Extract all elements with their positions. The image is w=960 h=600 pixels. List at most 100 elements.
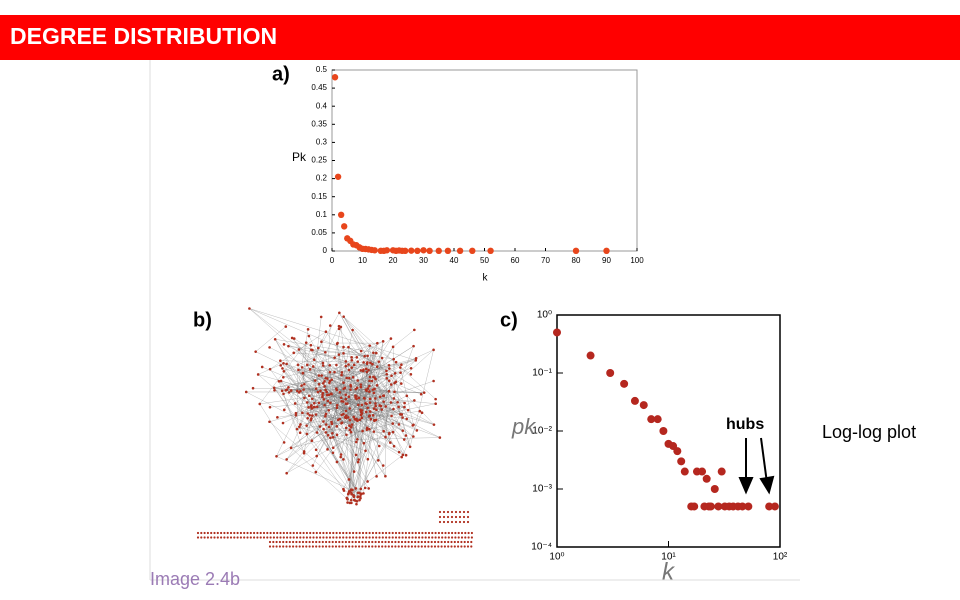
node xyxy=(412,435,415,438)
node xyxy=(328,363,332,367)
node xyxy=(404,536,407,539)
node xyxy=(418,409,422,413)
x-tick-label: 90 xyxy=(602,256,611,265)
node xyxy=(287,386,290,389)
node xyxy=(332,531,335,535)
arrow-head xyxy=(738,477,754,495)
node xyxy=(260,365,264,369)
node xyxy=(302,536,305,539)
edge xyxy=(338,328,413,426)
node xyxy=(401,429,405,432)
node xyxy=(413,399,416,402)
node xyxy=(345,376,349,380)
node xyxy=(327,425,331,429)
node xyxy=(314,413,318,416)
node xyxy=(430,545,433,548)
node xyxy=(262,536,266,539)
edge xyxy=(357,437,440,440)
node xyxy=(304,341,308,344)
edge xyxy=(286,405,325,460)
node xyxy=(356,460,360,464)
edge xyxy=(280,365,359,463)
node xyxy=(268,545,272,548)
node xyxy=(413,328,416,332)
node xyxy=(361,531,365,535)
edge xyxy=(283,361,346,378)
x-tick-label: 10⁰ xyxy=(549,552,564,563)
node xyxy=(403,401,406,405)
node xyxy=(371,362,374,366)
node xyxy=(366,354,369,358)
node xyxy=(342,315,345,318)
point xyxy=(402,247,409,255)
node xyxy=(200,536,203,539)
point xyxy=(744,502,753,511)
node xyxy=(321,540,324,544)
hub-arrows xyxy=(738,437,775,495)
node xyxy=(381,545,384,548)
node xyxy=(233,536,236,539)
node xyxy=(419,392,423,396)
node xyxy=(384,545,387,548)
node xyxy=(328,531,332,535)
node xyxy=(269,531,272,535)
node xyxy=(300,366,304,369)
node xyxy=(377,444,381,448)
node xyxy=(437,540,440,544)
node xyxy=(358,540,361,544)
node xyxy=(311,414,314,417)
node xyxy=(338,311,341,315)
node xyxy=(278,545,281,548)
node xyxy=(273,388,276,392)
node xyxy=(366,480,369,483)
node xyxy=(325,531,328,535)
node xyxy=(361,536,365,539)
node xyxy=(365,531,368,535)
node xyxy=(441,531,444,535)
node xyxy=(349,488,353,491)
edge xyxy=(294,338,313,351)
node xyxy=(408,536,411,539)
edge xyxy=(297,364,366,404)
node xyxy=(460,536,464,539)
node xyxy=(324,423,328,426)
node xyxy=(454,536,457,539)
node xyxy=(341,540,344,544)
node xyxy=(375,384,379,387)
edge xyxy=(331,393,386,477)
node xyxy=(401,416,404,419)
x-tick-label: 10¹ xyxy=(661,552,676,563)
node xyxy=(375,536,378,539)
node xyxy=(259,536,262,539)
node xyxy=(450,510,454,514)
node xyxy=(282,441,286,444)
node xyxy=(316,390,320,394)
edge xyxy=(361,417,407,456)
node xyxy=(284,389,288,392)
node xyxy=(430,540,433,544)
node xyxy=(414,536,417,539)
edge xyxy=(357,387,414,437)
node xyxy=(381,531,384,535)
node xyxy=(276,531,279,535)
node xyxy=(347,368,351,372)
edge xyxy=(360,414,362,494)
node xyxy=(236,536,239,539)
node xyxy=(348,407,352,410)
node xyxy=(286,536,289,539)
edge xyxy=(269,421,350,492)
node xyxy=(368,401,372,404)
node xyxy=(462,510,466,514)
node xyxy=(345,536,348,539)
y-tick-label: 0 xyxy=(323,246,328,255)
node xyxy=(438,515,442,519)
node xyxy=(272,536,275,539)
node xyxy=(350,423,354,426)
node xyxy=(335,531,338,535)
node xyxy=(310,407,314,410)
node xyxy=(331,435,335,439)
node xyxy=(276,416,279,419)
node xyxy=(342,412,345,416)
node xyxy=(309,343,313,347)
